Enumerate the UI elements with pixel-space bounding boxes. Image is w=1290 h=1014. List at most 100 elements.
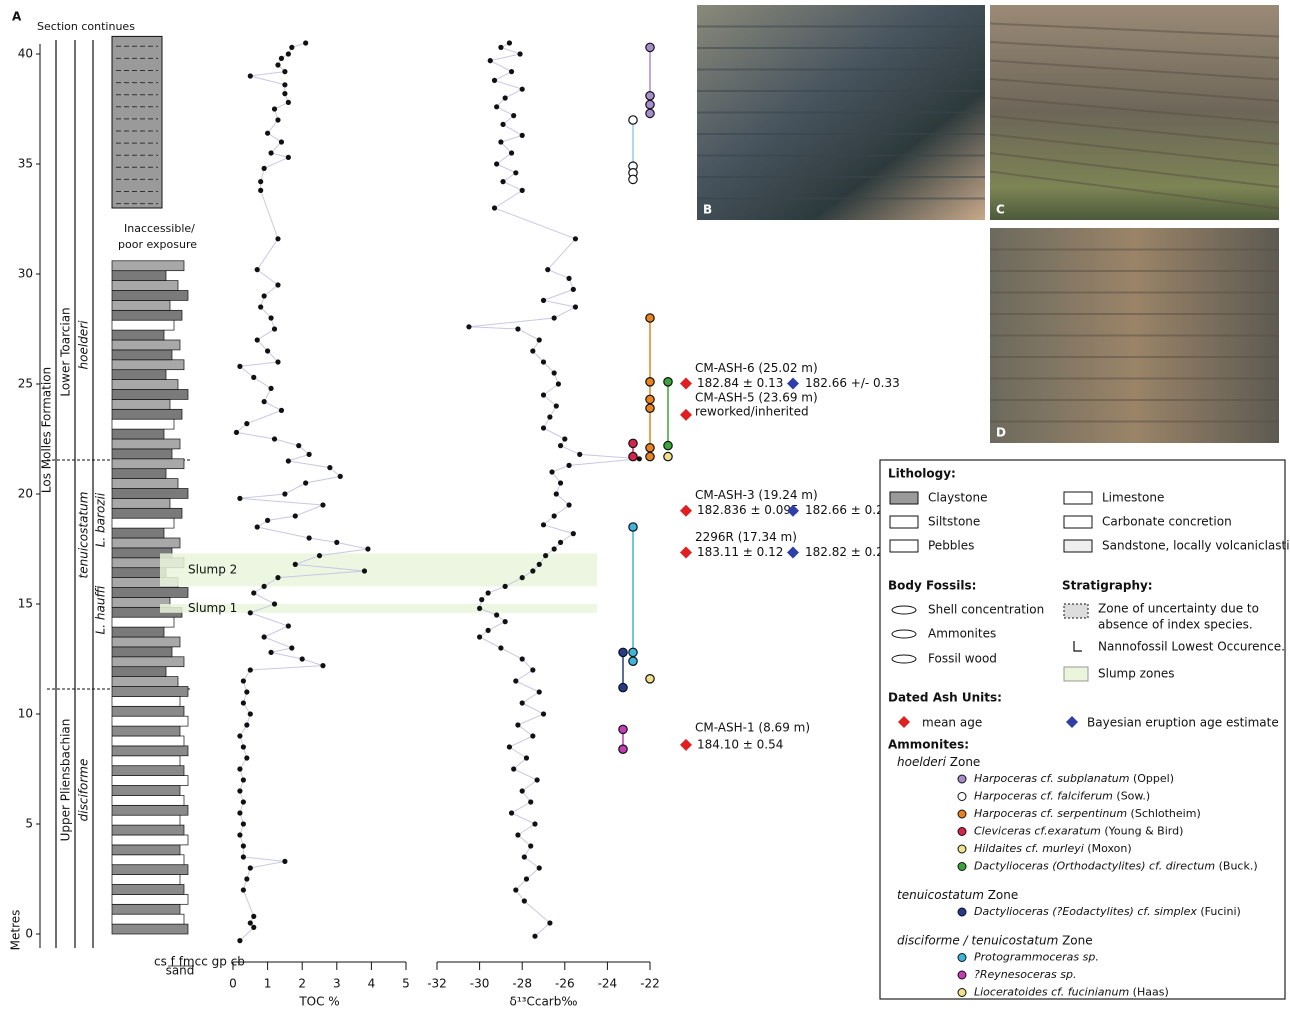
litho-bed — [112, 429, 164, 439]
data-point — [275, 575, 280, 580]
data-point — [520, 700, 525, 705]
data-point — [503, 95, 508, 100]
legend-marker — [958, 989, 966, 997]
zone-name: disciforme / tenuicostatum — [897, 933, 1058, 947]
litho-bed — [112, 271, 166, 281]
data-point — [268, 315, 273, 320]
data-point — [362, 568, 367, 573]
data-point — [547, 414, 552, 419]
litho-bed — [112, 568, 166, 578]
data-point — [554, 403, 559, 408]
unit-label: L. barozii — [94, 492, 108, 547]
data-point — [234, 430, 239, 435]
litho-bed — [112, 300, 170, 310]
species-author: (Young & Bird) — [1101, 825, 1183, 838]
age-diamond — [680, 739, 692, 751]
data-point — [255, 337, 260, 342]
ammonite-occurrence — [646, 675, 654, 683]
species-author: (Oppel) — [1129, 772, 1174, 785]
data-point — [554, 491, 559, 496]
figure: ASection continuesLos Molles FormationLo… — [0, 0, 1290, 1010]
species-label: Protogrammoceras sp. — [974, 951, 1099, 964]
data-point — [244, 689, 249, 694]
data-point — [282, 859, 287, 864]
data-point — [573, 236, 578, 241]
data-point — [296, 443, 301, 448]
data-point — [272, 106, 277, 111]
data-point — [552, 370, 557, 375]
legend-text: Shell concentration — [928, 603, 1044, 617]
data-point — [509, 810, 514, 815]
ammonite-occurrence — [619, 683, 627, 691]
data-point — [498, 139, 503, 144]
data-point — [520, 188, 525, 193]
data-point — [282, 491, 287, 496]
legend-text: Pebbles — [928, 539, 974, 553]
y-tick-label: 30 — [18, 267, 33, 281]
litho-bed — [112, 380, 178, 390]
data-point — [237, 938, 242, 943]
data-point — [241, 854, 246, 859]
litho-bed — [112, 459, 184, 469]
data-point — [241, 887, 246, 892]
data-point — [334, 540, 339, 545]
species-label: Hildaites cf. murleyi (Moxon) — [974, 842, 1132, 855]
data-point — [500, 179, 505, 184]
y-tick-label: 5 — [25, 817, 33, 831]
litho-bed — [112, 281, 178, 291]
section-note: Section continues — [37, 20, 135, 33]
legend-text: mean age — [922, 716, 982, 730]
data-point — [237, 788, 242, 793]
age-diamond — [787, 378, 799, 390]
slump-label: Slump 2 — [188, 562, 237, 576]
litho-bed — [112, 489, 188, 499]
data-point — [300, 656, 305, 661]
data-point — [515, 722, 520, 727]
data-point — [479, 597, 484, 602]
data-point — [268, 650, 273, 655]
litho-bed — [112, 924, 188, 934]
data-point — [279, 408, 284, 413]
data-point — [265, 348, 270, 353]
legend-text: Zone of uncertainty due to — [1098, 602, 1259, 616]
x-axis-label: δ¹³Ccarb‰ — [510, 995, 578, 1009]
data-point — [286, 458, 291, 463]
litho-bed — [112, 370, 166, 380]
litho-bed — [112, 390, 188, 400]
ammonite-occurrence — [629, 452, 637, 460]
ash-bayes: 182.66 ± 0.21 — [805, 503, 891, 517]
data-point — [272, 436, 277, 441]
data-point — [241, 744, 246, 749]
legend-swatch — [890, 516, 918, 528]
data-point — [258, 179, 263, 184]
litho-bed — [112, 914, 184, 924]
data-point — [520, 133, 525, 138]
litho-bed — [112, 855, 184, 865]
legend-marker — [958, 828, 966, 836]
litho-bed — [112, 291, 188, 301]
ammonite-occurrence — [619, 648, 627, 656]
data-point — [494, 104, 499, 109]
ammonite-occurrence — [619, 725, 627, 733]
data-point — [279, 56, 284, 61]
panel-label: A — [12, 10, 22, 24]
ammonite-occurrence — [646, 378, 654, 386]
data-point — [498, 645, 503, 650]
species-label: Lioceratoides cf. fucinianum (Haas) — [974, 986, 1169, 999]
data-point — [498, 45, 503, 50]
ammonite-occurrence — [629, 523, 637, 531]
x-tick-label: -24 — [598, 977, 618, 991]
species-author: (Fucini) — [1197, 905, 1241, 918]
species-author: (Moxon) — [1084, 842, 1132, 855]
data-point — [537, 689, 542, 694]
age-diamond — [680, 505, 692, 517]
ammonite-occurrence — [664, 452, 672, 460]
litho-bed — [112, 687, 188, 697]
data-point — [293, 562, 298, 567]
x-axis-label: TOC % — [298, 995, 339, 1009]
data-point — [251, 590, 256, 595]
data-point — [520, 87, 525, 92]
legend-text: Slump zones — [1098, 667, 1175, 681]
data-point — [241, 700, 246, 705]
ammonite-occurrence — [664, 378, 672, 386]
